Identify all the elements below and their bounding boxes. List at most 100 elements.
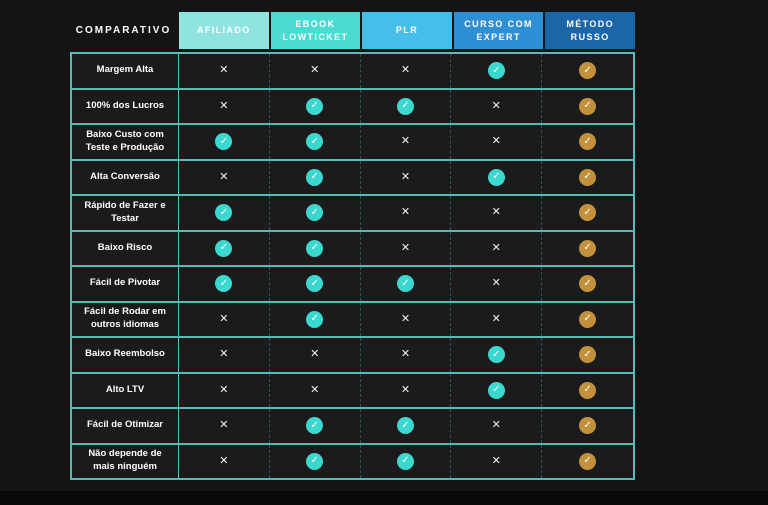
cell-cross: ✕: [451, 231, 543, 265]
row-label: Não depende de mais ninguém: [72, 444, 179, 478]
table-row: Rápido de Fazer e Testar ✓ ✓ ✕ ✕ ✓: [72, 196, 633, 232]
row-label: Alta Conversão: [72, 160, 179, 194]
cell-check: ✓: [542, 90, 633, 124]
row-label: Fácil de Rodar em outros idiomas: [72, 302, 179, 336]
cell-check: ✓: [361, 444, 452, 478]
cross-icon: ✕: [219, 312, 229, 325]
cross-icon: ✕: [491, 241, 501, 254]
check-icon-teal: ✓: [306, 133, 324, 151]
cross-icon: ✕: [400, 64, 411, 77]
column-header-4: CURSO COM EXPERT: [453, 12, 544, 49]
table-row: Fácil de Rodar em outros idiomas ✕ ✓ ✕ ✕ ✓: [72, 302, 633, 338]
cell-check: ✓: [270, 231, 361, 265]
check-icon-teal: ✓: [215, 275, 233, 293]
cross-icon: ✕: [310, 64, 320, 77]
check-icon-gold: ✓: [579, 97, 597, 115]
check-icon-gold: ✓: [579, 133, 597, 151]
check-icon-teal: ✓: [215, 133, 233, 151]
cross-icon: ✕: [491, 419, 501, 432]
cell-check: ✓: [451, 338, 543, 372]
corner-header: COMPARATIVO: [75, 25, 172, 36]
cross-icon: ✕: [491, 99, 501, 112]
cross-icon: ✕: [310, 348, 320, 361]
cell-check: ✓: [270, 89, 361, 123]
cell-check: ✓: [179, 231, 270, 265]
cell-cross: ✕: [179, 54, 270, 88]
cell-cross: ✕: [361, 231, 452, 265]
cell-cross: ✕: [270, 54, 361, 88]
cell-cross: ✕: [361, 302, 452, 336]
cross-icon: ✕: [491, 206, 501, 219]
cross-icon: ✕: [219, 419, 229, 432]
cell-cross: ✕: [179, 373, 270, 407]
row-label: Baixo Risco: [72, 231, 179, 265]
cell-cross: ✕: [451, 89, 543, 123]
table-row: Alto LTV ✕ ✕ ✕ ✓ ✓: [72, 373, 633, 409]
cross-icon: ✕: [491, 312, 501, 325]
comparison-table: COMPARATIVO AFILIADO EBOOK LOWTICKET PLR CU…: [70, 12, 635, 480]
cell-cross: ✕: [361, 160, 452, 194]
check-icon-gold: ✓: [579, 275, 597, 293]
row-label: 100% dos Lucros: [72, 89, 179, 123]
cell-check: ✓: [542, 54, 633, 88]
row-label: Baixo Custo com Teste e Produção: [72, 125, 179, 159]
table-body: Margem Alta ✕ ✕ ✕ ✓ ✓ 100% dos Lucros ✕ ✓ ✓ ✕ ✓ Baix…: [70, 52, 635, 480]
cross-icon: ✕: [400, 135, 411, 148]
cell-cross: ✕: [451, 196, 543, 230]
cell-cross: ✕: [179, 444, 270, 478]
cell-cross: ✕: [451, 302, 543, 336]
cell-check: ✓: [451, 54, 543, 88]
cell-check: ✓: [542, 409, 633, 443]
cell-check: ✓: [270, 267, 361, 301]
check-icon-teal: ✓: [306, 310, 324, 328]
table-row: 100% dos Lucros ✕ ✓ ✓ ✕ ✓: [72, 89, 633, 125]
cross-icon: ✕: [400, 241, 411, 254]
table-row: Baixo Custo com Teste e Produção ✓ ✓ ✕ ✕ ✓: [72, 125, 633, 161]
column-header-1: AFILIADO: [179, 12, 269, 49]
cross-icon: ✕: [219, 64, 229, 77]
cell-check: ✓: [542, 267, 633, 301]
check-icon-gold: ✓: [579, 239, 597, 257]
cross-icon: ✕: [491, 454, 501, 467]
cell-cross: ✕: [179, 89, 270, 123]
bottom-strip: [0, 491, 768, 505]
check-icon-teal: ✓: [396, 417, 414, 435]
cell-check: ✓: [179, 267, 270, 301]
cell-check: ✓: [542, 161, 633, 195]
check-icon-teal: ✓: [306, 417, 324, 435]
cross-icon: ✕: [400, 312, 411, 325]
check-icon-gold: ✓: [579, 452, 597, 470]
check-icon-teal: ✓: [306, 204, 324, 222]
table-row: Margem Alta ✕ ✕ ✕ ✓ ✓: [72, 54, 633, 90]
check-icon-teal: ✓: [487, 168, 505, 186]
check-icon-gold: ✓: [579, 204, 597, 222]
check-icon-teal: ✓: [306, 239, 324, 257]
cross-icon: ✕: [219, 348, 229, 361]
cross-icon: ✕: [400, 383, 411, 396]
check-icon-teal: ✓: [396, 97, 414, 115]
check-icon-teal: ✓: [215, 204, 233, 222]
cell-cross: ✕: [179, 409, 270, 443]
cell-check: ✓: [179, 125, 270, 159]
check-icon-gold: ✓: [579, 417, 597, 435]
cell-check: ✓: [542, 445, 633, 479]
table-row: Não depende de mais ninguém ✕ ✓ ✓ ✕ ✓: [72, 444, 633, 479]
cell-cross: ✕: [179, 160, 270, 194]
cross-icon: ✕: [219, 383, 229, 396]
cell-check: ✓: [542, 374, 633, 408]
column-header-2: EBOOK LOWTICKET: [270, 12, 361, 49]
check-icon-gold: ✓: [579, 381, 597, 399]
cell-check: ✓: [542, 125, 633, 159]
cross-icon: ✕: [491, 277, 501, 290]
cell-cross: ✕: [361, 125, 452, 159]
cell-cross: ✕: [361, 338, 452, 372]
cell-check: ✓: [542, 196, 633, 230]
cell-check: ✓: [542, 303, 633, 337]
cell-cross: ✕: [270, 373, 361, 407]
cell-cross: ✕: [451, 409, 543, 443]
cross-icon: ✕: [491, 135, 501, 148]
check-icon-teal: ✓: [306, 452, 324, 470]
table-row: Fácil de Pivotar ✓ ✓ ✓ ✕ ✓: [72, 267, 633, 303]
check-icon-teal: ✓: [306, 275, 324, 293]
